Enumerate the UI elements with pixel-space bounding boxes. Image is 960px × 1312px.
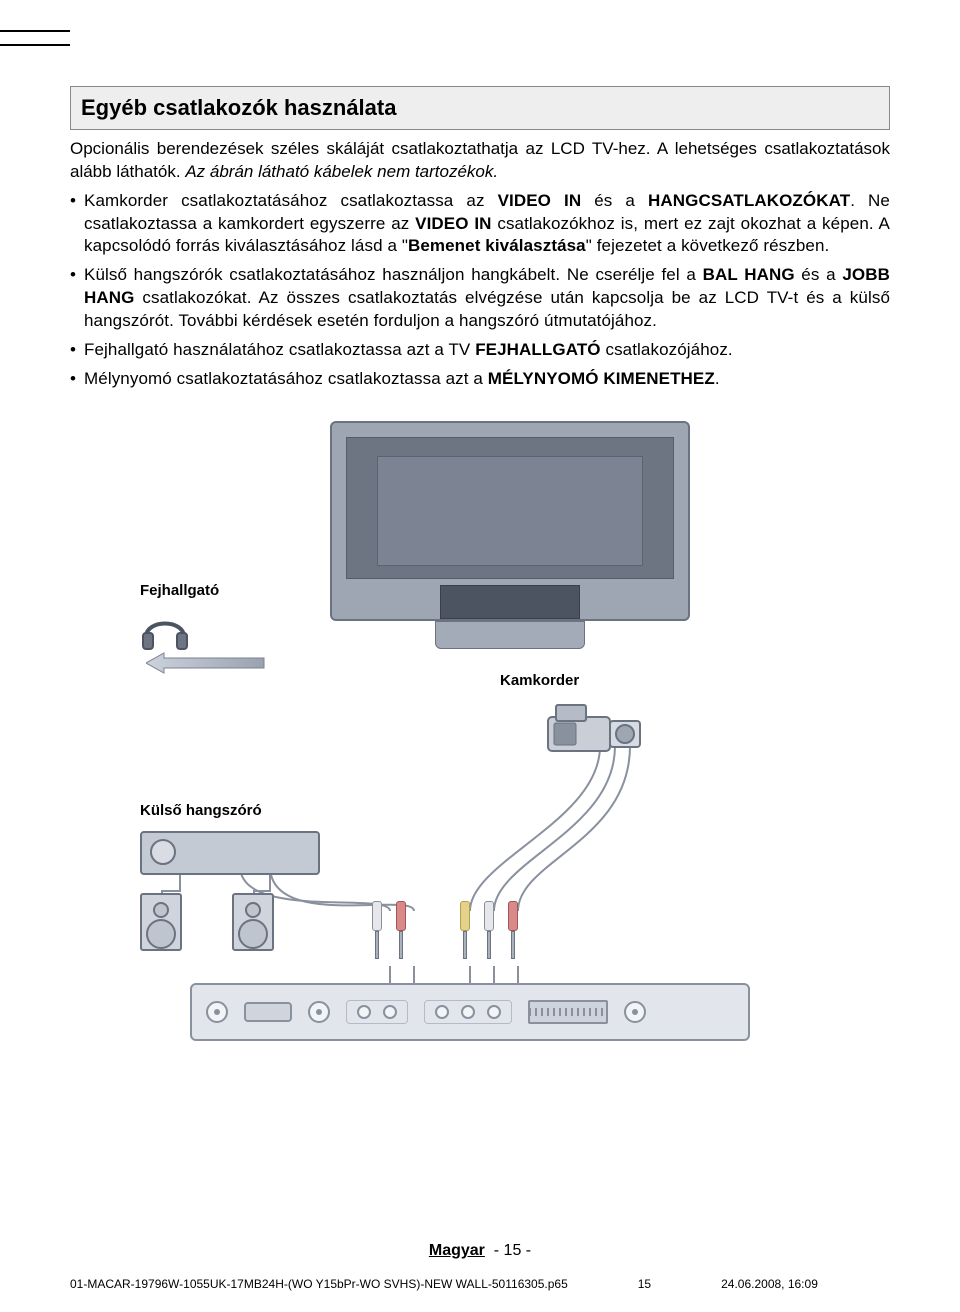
footline-pagenum: 15 xyxy=(638,1276,651,1292)
headphones-icon xyxy=(140,607,190,651)
arrow-icon xyxy=(146,651,266,682)
page-footer: Magyar - 15 - xyxy=(0,1240,960,1262)
left-speaker-icon xyxy=(140,893,182,951)
footer-page: - 15 - xyxy=(494,1242,531,1259)
bullet-item: Fejhallgató használatához csatlakoztassa… xyxy=(70,339,890,362)
port-vga xyxy=(244,1002,292,1022)
camcorder-group: Kamkorder xyxy=(500,671,700,759)
camcorder-icon xyxy=(540,699,650,759)
section-title: Egyéb csatlakozók használata xyxy=(81,93,879,123)
port-av-in xyxy=(424,1000,512,1024)
speaker-group: Külső hangszóró xyxy=(140,801,380,951)
bullet-item: Mélynyomó csatlakoztatásához csatlakozta… xyxy=(70,368,890,391)
plug-red xyxy=(394,901,408,959)
port-aux xyxy=(308,1001,330,1023)
plug-white-2 xyxy=(482,901,496,959)
connector-panel xyxy=(190,983,750,1041)
amplifier-icon xyxy=(140,831,320,875)
port-headphone-jack xyxy=(206,1001,228,1023)
intro-paragraph: Opcionális berendezések széles skáláját … xyxy=(70,138,890,184)
page-corner-marks xyxy=(0,30,70,58)
port-antenna xyxy=(624,1001,646,1023)
connection-diagram: Fejhallgató Kamkorder xyxy=(70,421,890,1041)
footline-datetime: 24.06.2008, 16:09 xyxy=(721,1276,818,1292)
rca-plugs xyxy=(370,901,520,959)
speaker-label: Külső hangszóró xyxy=(140,801,380,821)
bullet-list: Kamkorder csatlakoztatásához csatlakozta… xyxy=(70,190,890,392)
plug-yellow xyxy=(458,901,472,959)
headphone-group: Fejhallgató xyxy=(140,581,320,682)
print-footline: 01-MACAR-19796W-1055UK-17MB24H-(WO Y15bP… xyxy=(70,1276,890,1292)
intro-italic: Az ábrán látható kábelek nem tartozékok. xyxy=(185,162,498,181)
bullet-item: Kamkorder csatlakoztatásához csatlakozta… xyxy=(70,190,890,259)
page-content: Egyéb csatlakozók használata Opcionális … xyxy=(0,0,960,1041)
port-audio-lr xyxy=(346,1000,408,1024)
plug-red-2 xyxy=(506,901,520,959)
headphone-label: Fejhallgató xyxy=(140,581,320,601)
tv-back xyxy=(330,421,690,651)
footline-file: 01-MACAR-19796W-1055UK-17MB24H-(WO Y15bP… xyxy=(70,1276,568,1292)
plug-white xyxy=(370,901,384,959)
right-speaker-icon xyxy=(232,893,274,951)
footer-language: Magyar xyxy=(429,1242,485,1259)
port-scart xyxy=(528,1000,608,1024)
bullet-item: Külső hangszórók csatlakoztatásához hasz… xyxy=(70,264,890,333)
section-title-box: Egyéb csatlakozók használata xyxy=(70,86,890,130)
camcorder-label: Kamkorder xyxy=(500,671,700,691)
